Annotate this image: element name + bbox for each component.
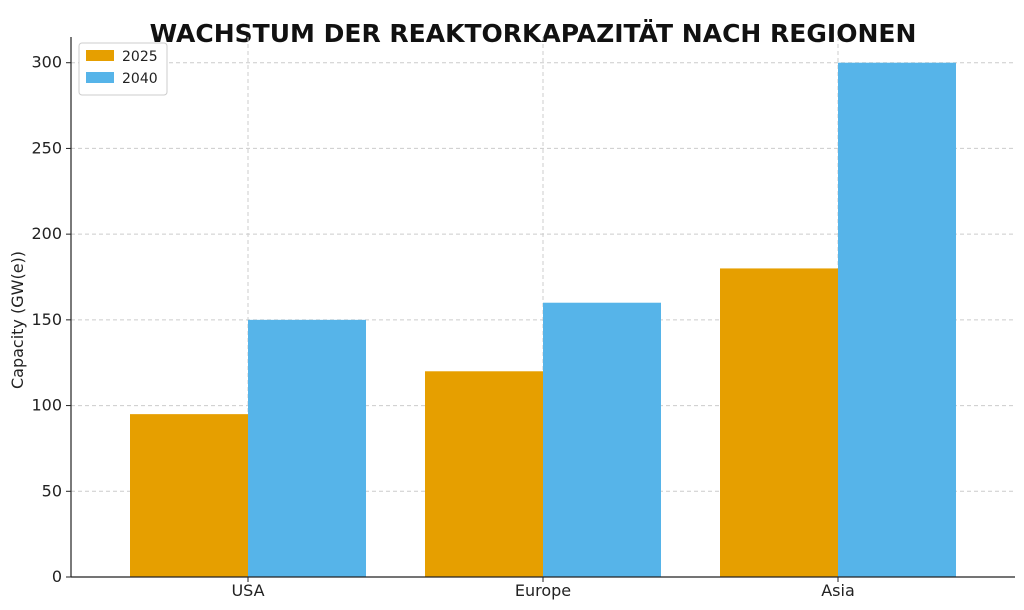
x-tick-label: Asia bbox=[821, 581, 855, 600]
bars bbox=[130, 62, 956, 577]
legend-swatch bbox=[86, 72, 114, 83]
bar-2040-europe bbox=[543, 302, 661, 577]
y-tick-label: 100 bbox=[31, 396, 62, 415]
ticks: 0 50 100 150 200 250 300 USA Europe Asia bbox=[31, 53, 854, 600]
bar-2025-asia bbox=[720, 268, 838, 577]
legend-label: 2025 bbox=[122, 49, 158, 65]
y-tick-label: 200 bbox=[31, 224, 62, 243]
y-tick-label: 150 bbox=[31, 310, 62, 329]
y-tick-label: 250 bbox=[31, 138, 62, 157]
bar-2025-usa bbox=[130, 414, 248, 577]
y-tick-label: 300 bbox=[31, 53, 62, 72]
x-tick-label: USA bbox=[231, 581, 264, 600]
chart-title: WACHSTUM DER REAKTORKAPAZITÄT NACH REGIO… bbox=[150, 18, 917, 48]
y-axis-label: Capacity (GW(e)) bbox=[8, 251, 27, 389]
x-tick-label: Europe bbox=[515, 581, 571, 600]
legend-swatch bbox=[86, 50, 114, 61]
y-tick-label: 50 bbox=[42, 481, 62, 500]
bar-2025-europe bbox=[425, 371, 543, 577]
y-tick-label: 0 bbox=[52, 567, 62, 586]
legend-label: 2040 bbox=[122, 71, 158, 87]
bar-2040-usa bbox=[248, 319, 366, 577]
legend: 2025 2040 bbox=[78, 42, 168, 96]
bar-2040-asia bbox=[838, 62, 956, 577]
